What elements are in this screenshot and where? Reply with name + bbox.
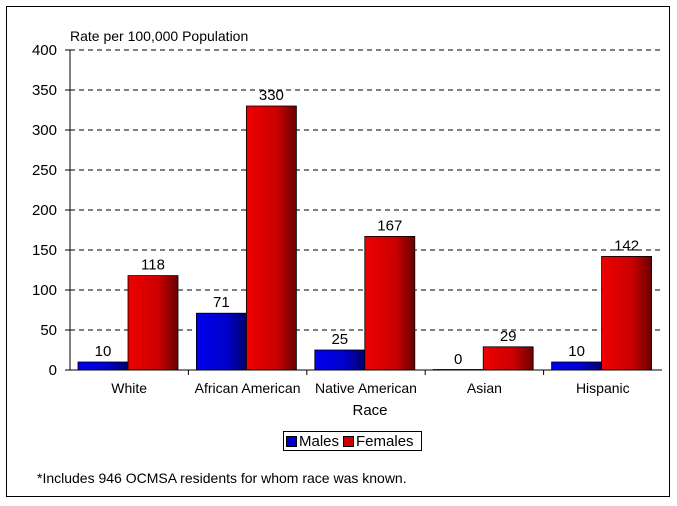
y-tick-label: 400 [32,42,57,59]
y-tick-label: 0 [49,362,57,379]
x-tick-label: White [111,380,147,396]
data-label: 330 [259,87,284,104]
footnote: *Includes 946 OCMSA residents for whom r… [37,470,407,486]
bars [77,105,652,371]
data-label: 118 [141,257,165,274]
x-tick-label: Hispanic [576,380,630,396]
y-tick-label: 50 [40,322,57,339]
data-label: 10 [95,343,112,360]
y-tick-label: 200 [32,202,57,219]
chart-frame [6,6,670,497]
y-tick-label: 150 [32,242,57,259]
bar-females-white [127,275,179,371]
bar-males-native-american [314,349,366,371]
axes [65,49,662,375]
x-axis-label: Race [352,402,387,419]
bar-males-african-american [195,312,247,371]
y-tick-label: 350 [32,82,57,99]
y-tick-label: 100 [32,282,57,299]
legend: Males Females [283,431,422,451]
legend-label-females: Females [356,432,414,450]
data-label: 10 [568,343,585,360]
y-axis-label: Rate per 100,000 Population [70,28,248,44]
legend-swatch-males [286,435,297,447]
x-tick-label: Asian [467,380,502,396]
bar-females-african-american [245,105,297,371]
x-tick-label: Native American [315,380,417,396]
data-label: 25 [331,331,348,348]
bar-females-asian [482,346,534,371]
data-label: 71 [213,294,230,311]
data-label: 167 [377,217,402,234]
legend-swatch-females [343,435,355,447]
data-label: 0 [454,351,462,368]
y-tick-label: 300 [32,122,57,139]
data-label: 142 [614,237,639,254]
legend-item-males: Males [286,433,339,450]
bar-males-white [77,361,129,371]
legend-item-females: Females [343,433,414,450]
x-tick-label: African American [195,380,301,396]
bar-females-native-american [364,235,416,371]
labels: 05010015020025030035040010118White71330A… [32,42,639,396]
bar-males-hispanic [551,361,602,371]
bar-females-hispanic [601,255,652,371]
y-tick-label: 250 [32,162,57,179]
data-label: 29 [500,328,517,345]
legend-label-males: Males [299,432,340,450]
